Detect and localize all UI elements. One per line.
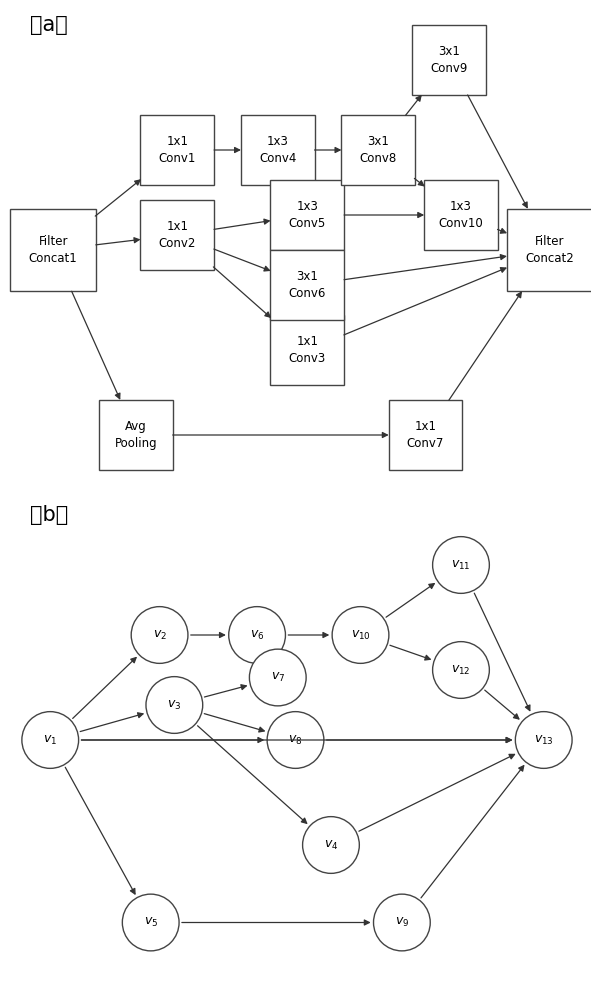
Ellipse shape — [229, 607, 285, 663]
Text: 1x1
Conv7: 1x1 Conv7 — [407, 420, 444, 450]
Text: 1x3
Conv5: 1x3 Conv5 — [288, 200, 326, 230]
FancyBboxPatch shape — [10, 209, 96, 291]
Text: $v_{9}$: $v_{9}$ — [395, 916, 409, 929]
Ellipse shape — [122, 894, 179, 951]
Ellipse shape — [131, 607, 188, 663]
Text: 1x1
Conv2: 1x1 Conv2 — [158, 220, 196, 250]
Text: 3x1
Conv8: 3x1 Conv8 — [359, 135, 397, 165]
Text: （b）: （b） — [30, 505, 68, 525]
Text: 3x1
Conv9: 3x1 Conv9 — [430, 45, 468, 75]
Text: $v_{8}$: $v_{8}$ — [288, 733, 303, 747]
FancyBboxPatch shape — [99, 400, 173, 470]
Ellipse shape — [433, 642, 489, 698]
FancyBboxPatch shape — [507, 209, 591, 291]
Text: $v_{7}$: $v_{7}$ — [271, 671, 285, 684]
Ellipse shape — [515, 712, 572, 768]
Text: $v_{3}$: $v_{3}$ — [167, 698, 181, 712]
FancyBboxPatch shape — [241, 115, 314, 185]
Text: $v_{1}$: $v_{1}$ — [43, 733, 57, 747]
FancyBboxPatch shape — [140, 115, 214, 185]
Ellipse shape — [146, 677, 203, 733]
Ellipse shape — [374, 894, 430, 951]
Ellipse shape — [22, 712, 79, 768]
Text: $v_{11}$: $v_{11}$ — [451, 558, 471, 572]
Text: Filter
Concat2: Filter Concat2 — [525, 235, 574, 265]
Text: $v_{4}$: $v_{4}$ — [324, 838, 338, 852]
Text: Filter
Concat1: Filter Concat1 — [29, 235, 77, 265]
Text: $v_{2}$: $v_{2}$ — [152, 628, 167, 642]
FancyBboxPatch shape — [140, 200, 214, 270]
FancyBboxPatch shape — [424, 180, 498, 250]
Text: 1x3
Conv4: 1x3 Conv4 — [259, 135, 297, 165]
Text: （a）: （a） — [30, 15, 67, 35]
Text: 3x1
Conv6: 3x1 Conv6 — [288, 270, 326, 300]
Ellipse shape — [433, 537, 489, 593]
Ellipse shape — [303, 817, 359, 873]
Text: 1x3
Conv10: 1x3 Conv10 — [439, 200, 483, 230]
Text: 1x1
Conv3: 1x1 Conv3 — [288, 335, 326, 365]
FancyBboxPatch shape — [270, 250, 344, 320]
Text: $v_{12}$: $v_{12}$ — [451, 663, 471, 677]
Text: Avg
Pooling: Avg Pooling — [115, 420, 157, 450]
FancyBboxPatch shape — [342, 115, 415, 185]
Ellipse shape — [249, 649, 306, 706]
Ellipse shape — [267, 712, 324, 768]
Text: $v_{13}$: $v_{13}$ — [534, 733, 554, 747]
Text: 1x1
Conv1: 1x1 Conv1 — [158, 135, 196, 165]
Ellipse shape — [332, 607, 389, 663]
Text: $v_{6}$: $v_{6}$ — [250, 628, 264, 642]
Text: $v_{5}$: $v_{5}$ — [144, 916, 158, 929]
FancyBboxPatch shape — [413, 25, 486, 95]
FancyBboxPatch shape — [389, 400, 462, 470]
FancyBboxPatch shape — [270, 180, 344, 250]
Text: $v_{10}$: $v_{10}$ — [350, 628, 371, 642]
FancyBboxPatch shape — [270, 315, 344, 385]
